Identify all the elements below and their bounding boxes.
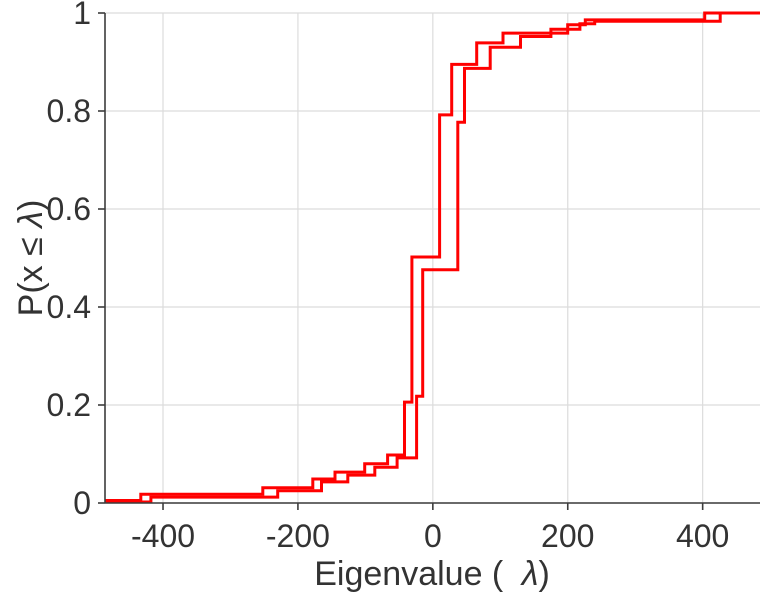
y-axis-label-lambda: λ [12, 211, 50, 230]
y-axis-label-close: ) [12, 200, 50, 211]
y-axis-label: P(x ≤ λ) [12, 200, 50, 317]
x-tick-label: -400 [131, 518, 195, 554]
x-axis-label-text: Eigenvalue ( [314, 555, 512, 593]
tick-label-layer: -400 -200 0 200 400 0 0.2 0.4 0.6 0.8 1 [47, 0, 730, 554]
x-axis-label: Eigenvalue ( λ) [314, 555, 550, 593]
axes-layer [98, 12, 760, 510]
y-axis-label-text: P(x ≤ [12, 228, 50, 317]
x-tick-label: -200 [266, 518, 330, 554]
x-tick-label: 0 [424, 518, 442, 554]
y-tick-label: 1 [73, 0, 91, 31]
ecdf-series-layer [105, 11, 760, 504]
y-tick-label: 0.2 [47, 387, 91, 423]
x-axis-label-lambda: λ [520, 555, 539, 593]
y-tick-label: 0.4 [47, 289, 91, 325]
y-tick-label: 0.6 [47, 191, 91, 227]
x-tick-label: 400 [676, 518, 729, 554]
x-axis-label-close: ) [538, 555, 549, 593]
ecdf-curve-1-line [105, 11, 760, 503]
ecdf-curve-2-line [105, 11, 760, 504]
x-tick-label: 200 [541, 518, 594, 554]
y-tick-label: 0.8 [47, 93, 91, 129]
y-tick-label: 0 [73, 485, 91, 521]
